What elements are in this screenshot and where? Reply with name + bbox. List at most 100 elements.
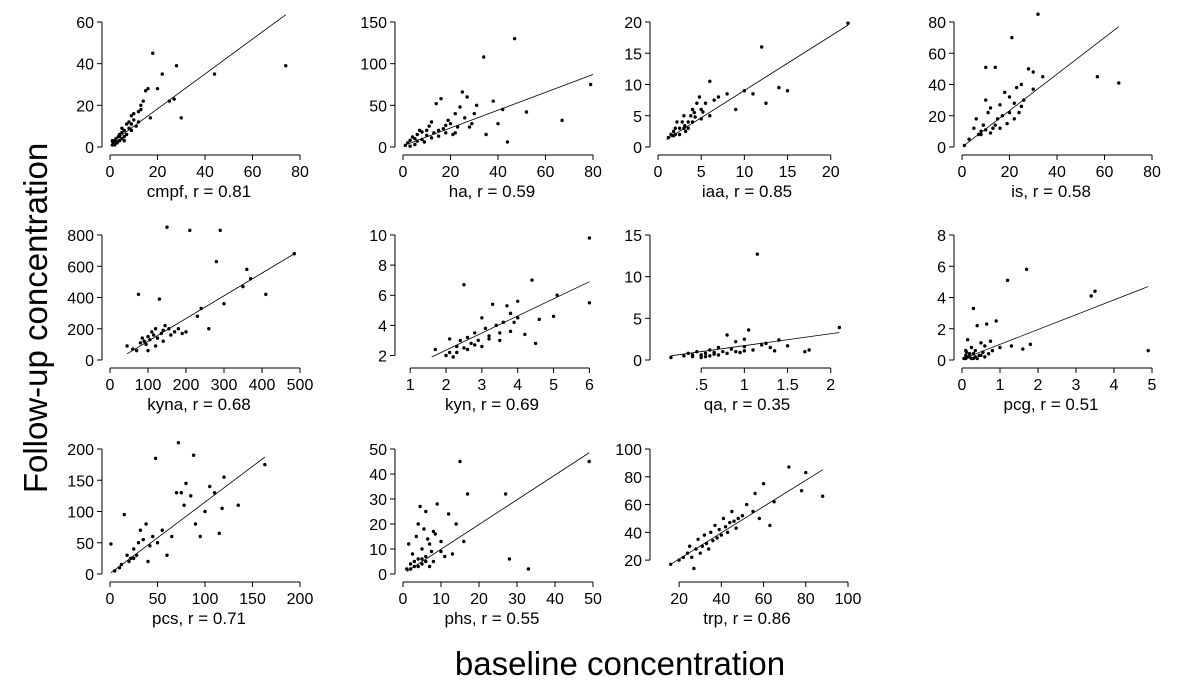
x-tick-label: 80 xyxy=(1143,164,1161,181)
data-point xyxy=(427,542,432,546)
data-point xyxy=(702,533,707,537)
data-point xyxy=(685,551,690,555)
data-point xyxy=(136,292,141,297)
x-tick-label: 20 xyxy=(442,164,460,181)
data-point xyxy=(203,509,207,514)
data-point xyxy=(152,333,156,337)
data-point xyxy=(480,316,484,320)
data-point xyxy=(984,65,988,70)
scatter-panel: 0 2 4 6 8 0 1 2 3 4 5 pcg, r = 0.51 xyxy=(937,228,1156,414)
data-point xyxy=(472,331,477,335)
x-tick-label: 100 xyxy=(135,377,162,394)
data-point xyxy=(498,331,502,335)
panel-label: kyna, r = 0.68 xyxy=(147,395,250,414)
data-point xyxy=(736,516,740,521)
data-point xyxy=(508,311,513,316)
data-point xyxy=(408,567,413,571)
data-point xyxy=(474,103,479,108)
data-point xyxy=(708,114,712,118)
data-point xyxy=(427,564,432,569)
data-point xyxy=(1093,289,1097,293)
data-point xyxy=(446,512,451,516)
data-point xyxy=(174,491,179,495)
fit-line xyxy=(963,286,1149,359)
data-point xyxy=(732,519,736,523)
data-point xyxy=(157,297,162,301)
data-point xyxy=(453,131,457,135)
data-point xyxy=(117,139,122,143)
data-point xyxy=(444,131,448,135)
data-point xyxy=(505,140,510,144)
data-point xyxy=(804,470,808,475)
data-point xyxy=(505,304,509,308)
data-point xyxy=(717,527,721,532)
data-point xyxy=(451,355,455,359)
data-point xyxy=(1021,347,1025,351)
data-point xyxy=(155,541,160,545)
data-point xyxy=(988,339,993,343)
data-point xyxy=(155,336,160,340)
fit-line xyxy=(404,74,594,146)
data-point xyxy=(284,64,288,68)
data-point xyxy=(127,559,131,564)
data-point xyxy=(129,114,134,118)
data-point xyxy=(198,534,202,539)
data-point xyxy=(1014,85,1019,90)
data-point xyxy=(984,128,988,132)
data-point xyxy=(973,348,977,353)
data-point xyxy=(458,105,462,109)
data-point xyxy=(716,95,721,99)
data-point xyxy=(153,456,158,461)
y-tick-label: 6 xyxy=(378,288,387,305)
data-point xyxy=(425,133,429,138)
y-tick-label: 40 xyxy=(369,467,387,484)
y-tick-label: 600 xyxy=(67,259,94,276)
data-point xyxy=(807,348,811,352)
data-point xyxy=(979,341,983,345)
data-point xyxy=(683,129,688,134)
data-point xyxy=(709,530,713,535)
data-point xyxy=(417,128,422,133)
y-tick-label: 20 xyxy=(76,98,94,115)
data-point xyxy=(986,110,990,115)
data-point xyxy=(436,128,441,133)
data-point xyxy=(704,541,709,546)
data-point xyxy=(167,99,172,103)
y-tick-label: 20 xyxy=(928,109,946,126)
data-point xyxy=(420,137,424,142)
x-tick-label: 2 xyxy=(442,377,451,394)
data-point xyxy=(695,349,699,354)
data-point xyxy=(712,350,716,355)
y-tick-label: 40 xyxy=(928,78,946,95)
data-point xyxy=(448,121,453,126)
x-tick-label: 20 xyxy=(470,591,488,608)
data-point xyxy=(462,282,466,287)
data-point xyxy=(429,549,434,554)
data-point xyxy=(671,129,676,134)
data-point xyxy=(991,126,995,130)
data-point xyxy=(424,554,428,559)
data-point xyxy=(410,135,415,139)
data-point xyxy=(524,110,529,114)
data-point xyxy=(967,352,972,356)
data-point xyxy=(742,89,747,93)
data-point xyxy=(125,553,129,557)
data-point xyxy=(487,337,491,341)
data-point xyxy=(412,559,417,564)
data-point xyxy=(686,126,690,130)
data-point xyxy=(439,539,443,544)
x-tick-label: 6 xyxy=(585,377,594,394)
data-point xyxy=(408,144,412,148)
data-point xyxy=(820,494,825,498)
data-point xyxy=(447,337,452,341)
x-tick-label: 15 xyxy=(779,164,797,181)
scatter-panel: 0 50 100 150 0 20 40 60 80 ha, r = 0.59 xyxy=(360,15,602,201)
x-tick-label: 3 xyxy=(1072,377,1081,394)
data-point xyxy=(713,523,717,528)
y-tick-label: 60 xyxy=(624,498,642,515)
data-point xyxy=(153,327,158,331)
data-point xyxy=(683,124,687,128)
data-point xyxy=(188,228,192,233)
data-point xyxy=(1009,344,1014,348)
data-point xyxy=(1026,67,1031,71)
